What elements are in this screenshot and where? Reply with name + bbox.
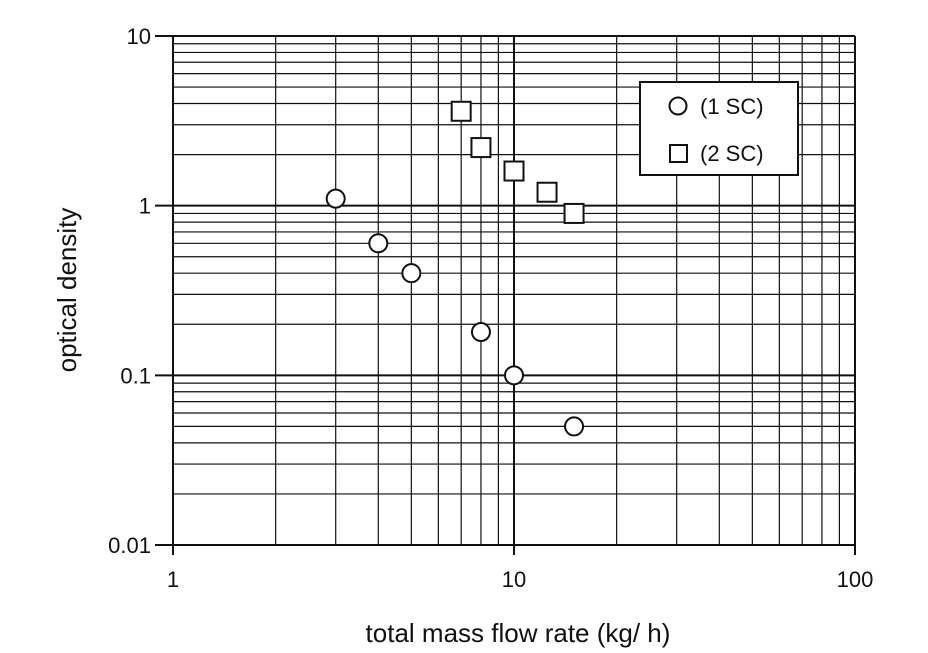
legend-label-2sc: (2 SC) (700, 141, 764, 166)
point-1sc (368, 233, 389, 254)
x-axis-label: total mass flow rate (kg/ h) (366, 618, 671, 648)
y-axis-label: optical density (52, 208, 82, 373)
y-tick-labels: 0.01 0.1 1 10 (108, 24, 151, 558)
y-tick-label: 10 (127, 24, 151, 49)
legend: (1 SC) (2 SC) (639, 81, 799, 176)
legend-label-1sc: (1 SC) (700, 94, 764, 119)
point-2sc (450, 100, 472, 122)
point-2sc (563, 202, 585, 224)
tick-marks (155, 35, 856, 555)
point-2sc (470, 137, 492, 159)
x-tick-label: 10 (502, 567, 526, 592)
point-1sc (401, 263, 422, 284)
point-1sc (504, 365, 524, 386)
x-tick-label: 1 (167, 567, 179, 592)
data-points (325, 100, 585, 437)
point-2sc (536, 181, 558, 203)
legend-square-marker (669, 144, 688, 163)
point-1sc (564, 416, 585, 437)
y-tick-label: 0.1 (120, 363, 151, 388)
point-1sc (325, 188, 346, 209)
y-tick-label: 1 (139, 194, 151, 219)
x-tick-label: 100 (837, 567, 874, 592)
x-tick-labels: 1 10 100 (167, 567, 873, 592)
legend-circle-marker (668, 96, 688, 116)
point-2sc (503, 160, 525, 182)
legend-box (639, 81, 799, 176)
y-tick-label: 0.01 (108, 533, 151, 558)
point-1sc (470, 322, 491, 343)
